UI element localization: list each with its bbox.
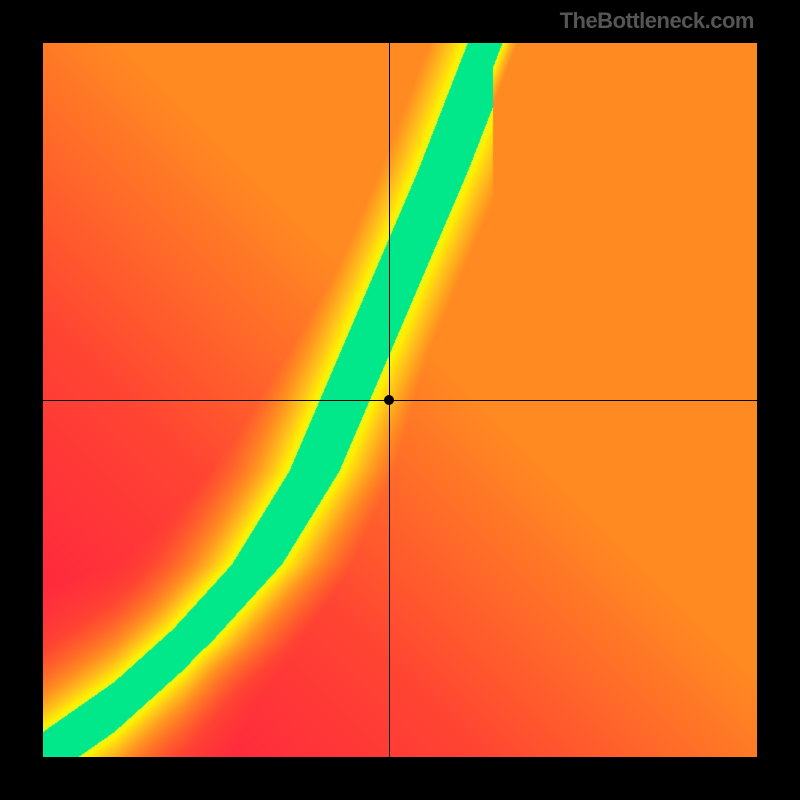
watermark-text: TheBottleneck.com [560, 8, 754, 34]
crosshair-horizontal [43, 400, 757, 401]
heatmap-plot-area [43, 43, 757, 757]
crosshair-marker-dot [384, 395, 394, 405]
